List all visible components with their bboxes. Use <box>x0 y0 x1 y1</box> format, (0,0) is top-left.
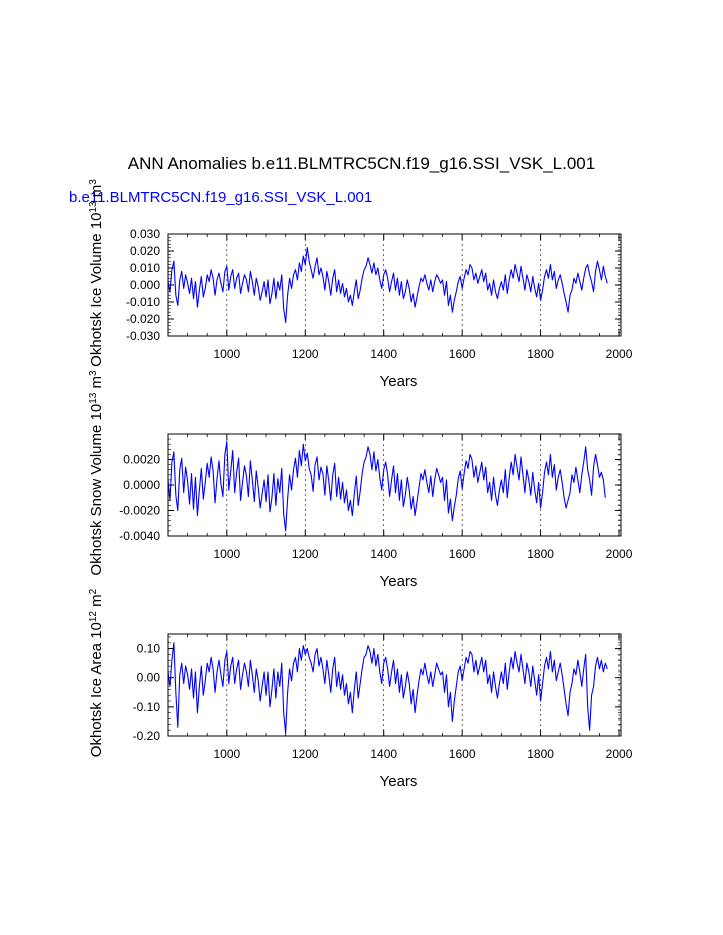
x-tick-label: 1200 <box>292 347 319 361</box>
x-tick-label: 1400 <box>370 347 397 361</box>
y-tick-label: 0.030 <box>130 227 160 241</box>
y-tick-label: 0.0020 <box>123 453 160 467</box>
x-tick-label: 1600 <box>449 347 476 361</box>
y-tick-label: 0.020 <box>130 244 160 258</box>
x-tick-label: 1000 <box>213 347 240 361</box>
x-tick-label: 1800 <box>527 547 554 561</box>
y-axis-label: Okhotsk Snow Volume 1013 m3 <box>88 370 106 576</box>
plot-frame <box>167 633 622 737</box>
y-tick-label: -0.030 <box>126 329 160 343</box>
y-tick-label: -0.20 <box>133 729 161 743</box>
x-axis-label: Years <box>380 773 418 790</box>
y-tick-label: 0.00 <box>137 671 161 685</box>
main-title: ANN Anomalies b.e11.BLMTRC5CN.f19_g16.SS… <box>127 154 596 173</box>
y-tick-label: 0.000 <box>130 278 160 292</box>
x-tick-label: 1600 <box>449 547 476 561</box>
x-tick-label: 2000 <box>606 747 633 761</box>
panel-1: 1000 1200 1400 1600 1800 2000 -0.030 -0.020 -0.0… <box>88 179 633 390</box>
x-tick-label: 1000 <box>213 547 240 561</box>
y-tick-label: -0.010 <box>126 295 160 309</box>
y-axis-label: Okhotsk Ice Area 1012 m2 <box>88 588 106 757</box>
x-tick-label: 1400 <box>370 547 397 561</box>
x-tick-label: 1800 <box>527 747 554 761</box>
x-tick-label: 1400 <box>370 747 397 761</box>
case-label: b.e11.BLMTRC5CN.f19_g16.SSI_VSK_L.001 <box>69 189 373 206</box>
x-tick-label: 1000 <box>213 747 240 761</box>
series-line-1 <box>167 642 608 734</box>
y-tick-label: -0.0020 <box>119 504 160 518</box>
x-tick-label: 2000 <box>606 347 633 361</box>
series-line-1 <box>167 247 608 323</box>
y-tick-label: -0.020 <box>126 312 160 326</box>
y-tick-label: -0.0040 <box>119 529 160 543</box>
x-tick-label: 1200 <box>292 547 319 561</box>
x-tick-label: 2000 <box>606 547 633 561</box>
y-tick-label: 0.10 <box>137 642 161 656</box>
y-tick-label: 0.010 <box>130 261 160 275</box>
x-tick-label: 1800 <box>527 347 554 361</box>
y-axis-label: Okhotsk Ice Volume 1013 m3 <box>88 179 106 367</box>
x-tick-label: 1200 <box>292 747 319 761</box>
x-tick-label: 1600 <box>449 747 476 761</box>
y-tick-label: 0.0000 <box>123 478 160 492</box>
x-axis-label: Years <box>380 573 418 590</box>
series-line-1 <box>167 441 606 532</box>
x-axis-label: Years <box>380 373 418 390</box>
y-tick-label: -0.10 <box>133 700 161 714</box>
panel-3: 1000 1200 1400 1600 1800 2000 -0.20 -0.10 0.00 0.… <box>88 588 633 790</box>
panel-2: 1000 1200 1400 1600 1800 2000 -0.0040 -0.0020 0.… <box>88 370 633 590</box>
